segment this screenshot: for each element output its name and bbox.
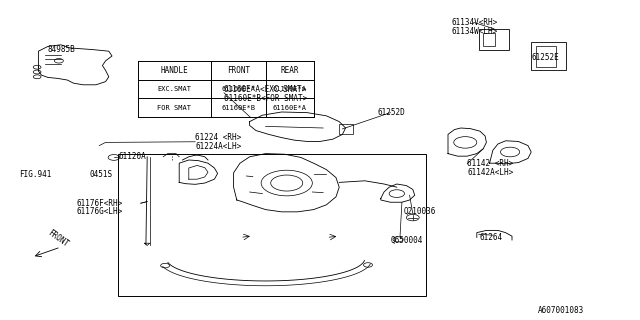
Text: 61252D: 61252D xyxy=(378,108,405,117)
Text: FIG.941: FIG.941 xyxy=(19,170,52,179)
Text: 61160E*B: 61160E*B xyxy=(221,105,255,110)
Text: 61160E*A: 61160E*A xyxy=(221,86,255,92)
Text: FRONT: FRONT xyxy=(45,229,70,249)
Text: EXC.SMAT: EXC.SMAT xyxy=(157,86,191,92)
Bar xyxy=(339,124,353,134)
Text: 61120A: 61120A xyxy=(118,152,146,161)
Bar xyxy=(536,46,556,67)
Bar xyxy=(483,33,495,46)
Text: 61160E*A<EXC.SMAT>: 61160E*A<EXC.SMAT> xyxy=(224,85,307,94)
Text: 61134V<RH>: 61134V<RH> xyxy=(451,18,497,27)
Text: 61264: 61264 xyxy=(480,233,503,242)
Text: 61160E*B<FOR SMAT>: 61160E*B<FOR SMAT> xyxy=(224,94,307,103)
Text: 61224A<LH>: 61224A<LH> xyxy=(195,142,241,151)
Text: 61142A<LH>: 61142A<LH> xyxy=(467,168,513,177)
Text: 61142 <RH>: 61142 <RH> xyxy=(467,159,513,168)
Text: 61176F<RH>: 61176F<RH> xyxy=(77,199,123,208)
Text: 61160E*A: 61160E*A xyxy=(273,86,307,92)
Text: 61224 <RH>: 61224 <RH> xyxy=(195,133,241,142)
Text: 61252E: 61252E xyxy=(531,53,559,62)
Bar xyxy=(118,154,426,296)
Text: 61134W<LH>: 61134W<LH> xyxy=(451,27,497,36)
Text: 0451S: 0451S xyxy=(90,170,113,179)
Text: FRONT: FRONT xyxy=(227,66,250,75)
Text: 61176G<LH>: 61176G<LH> xyxy=(77,207,123,216)
Text: FOR SMAT: FOR SMAT xyxy=(157,105,191,110)
Text: 84985B: 84985B xyxy=(48,45,76,54)
Text: Q210036: Q210036 xyxy=(403,207,436,216)
Text: REAR: REAR xyxy=(280,66,299,75)
Text: Q650004: Q650004 xyxy=(390,236,423,245)
Text: 61160E*A: 61160E*A xyxy=(273,105,307,110)
Text: HANDLE: HANDLE xyxy=(161,66,188,75)
Text: A607001083: A607001083 xyxy=(538,306,584,315)
